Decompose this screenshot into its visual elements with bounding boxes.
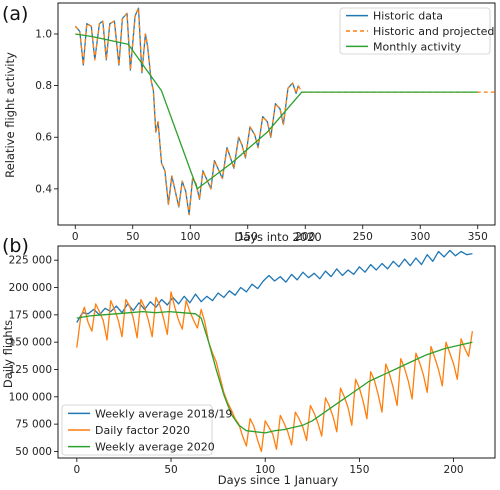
legend-entry: Monthly activity [373, 40, 462, 53]
y-tick-label: 0.6 [35, 132, 52, 144]
x-tick-label: 200 [295, 231, 315, 243]
x-tick-label: 100 [180, 231, 200, 243]
x-tick-label: 50 [164, 464, 177, 476]
legend-b: Weekly average 2018/19 Daily factor 2020 W… [61, 404, 232, 456]
y-tick-label: 100 000 [9, 391, 52, 403]
y-tick-label: 125 000 [9, 364, 52, 376]
series-line-weekly-average-2018-19 [76, 249, 473, 323]
y-tick-label: 225 000 [9, 255, 52, 267]
legend-entry: Weekly average 2020 [95, 441, 215, 454]
x-tick-label: 0 [72, 231, 79, 243]
x-axis-label-a: Days into 2020 [234, 230, 321, 244]
series-line-historic-data [74, 7, 300, 216]
legend-box [339, 7, 491, 55]
chart-panel-b: (b) Days since 1 January Daily flights 0… [1, 235, 496, 487]
plot-frame-a [57, 2, 496, 226]
x-tick-label: 350 [468, 231, 488, 243]
x-tick-label: 250 [353, 231, 373, 243]
y-axis-label-a: Relative flight activity [3, 52, 17, 178]
y-tick-label: 0.8 [35, 80, 52, 92]
chart-panel-a: (a) Days into 2020 Relative flight activ… [2, 2, 496, 244]
legend-a: Historic data Historic and projected Month… [339, 7, 494, 55]
x-tick-label: 150 [238, 231, 258, 243]
y-tick-label: 1.0 [35, 28, 52, 40]
x-tick-label: 300 [410, 231, 430, 243]
y-tick-label: 175 000 [9, 309, 52, 321]
series-line-weekly-average-2020 [76, 310, 473, 434]
y-tick-label: 50 000 [15, 446, 52, 458]
x-tick-label: 200 [444, 464, 464, 476]
y-tick-label: 0.4 [35, 183, 52, 195]
legend-entry: Historic data [373, 10, 443, 23]
series-line-daily-factor-2020 [76, 291, 474, 453]
x-tick-label: 150 [349, 464, 369, 476]
plot-frame-b [57, 245, 496, 459]
panel-label-a: (a) [2, 3, 28, 25]
x-axis-label-b: Days since 1 January [218, 473, 339, 487]
legend-entry: Historic and projected [373, 25, 494, 38]
series-line-monthly-activity [75, 33, 478, 190]
y-tick-label: 75 000 [15, 419, 52, 431]
legend-entry: Weekly average 2018/19 [95, 407, 232, 420]
panel-label-b: (b) [2, 235, 29, 257]
y-tick-label: 200 000 [9, 282, 52, 294]
x-tick-label: 0 [73, 464, 80, 476]
legend-entry: Daily factor 2020 [95, 424, 190, 437]
series-line-historic-and-projected [74, 7, 495, 216]
x-tick-label: 50 [126, 231, 139, 243]
y-axis-label-b: Daily flights [1, 320, 15, 388]
y-tick-label: 150 000 [9, 337, 52, 349]
legend-box [61, 404, 213, 456]
x-tick-label: 100 [255, 464, 275, 476]
